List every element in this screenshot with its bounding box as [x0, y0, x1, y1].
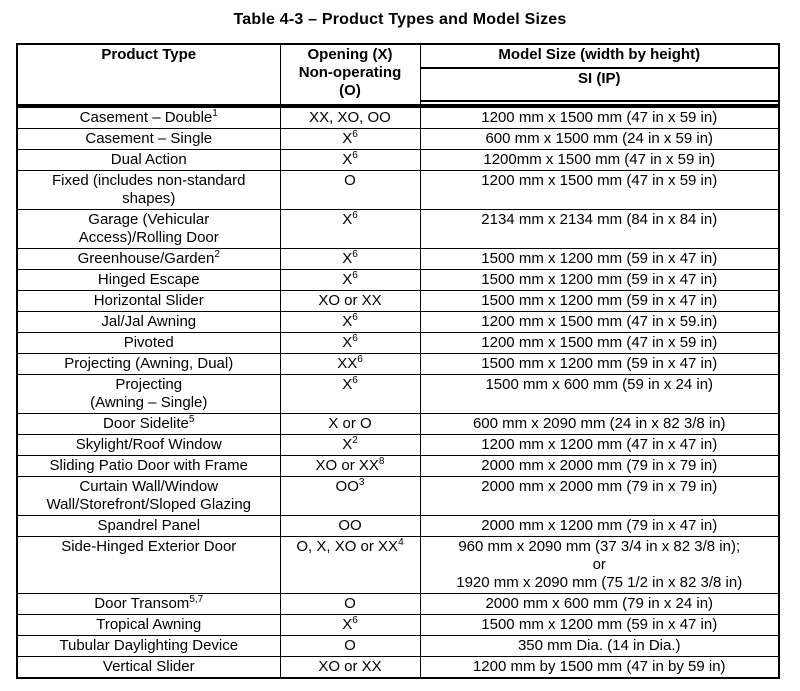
product-type-cell: Projecting (Awning – Single)	[16, 374, 281, 414]
model-size-cell-value: 2000 mm x 600 mm (79 in x 24 in)	[419, 593, 780, 615]
model-size-cell-value: 1200 mm by 1500 mm (47 in by 59 in)	[419, 656, 780, 679]
header-row-secondary: SI (IP)	[17, 67, 780, 107]
opening-cell: O, X, XO or XX4	[279, 536, 421, 594]
opening-cell: X6	[279, 209, 421, 249]
product-type-cell: Side-Hinged Exterior Door	[16, 536, 281, 594]
table-title: Table 4-3 – Product Types and Model Size…	[233, 11, 567, 28]
table-row: Vertical Slider XO or XX 1200 mm by 1500 m…	[16, 656, 780, 679]
opening-cell: X6	[279, 128, 421, 150]
table-row: Projecting (Awning, Dual) XX6 1500 mm x 12…	[16, 353, 780, 375]
table-row: Jal/Jal Awning X6 1200 mm x 1500 mm (47 in…	[16, 311, 780, 333]
header-model-size: Model Size (width by height)	[419, 43, 780, 69]
opening-cell: O	[279, 593, 421, 615]
product-type-cell: Spandrel Panel	[16, 515, 281, 537]
opening-cell: X6	[279, 374, 421, 414]
opening-cell: XO or XX8	[279, 455, 421, 477]
table-row: Hinged Escape X6 1500 mm x 1200 mm (59 in …	[16, 269, 780, 291]
product-type-cell: Jal/Jal Awning	[16, 311, 281, 333]
model-size-cell-value: 1200 mm x 1500 mm (47 in x 59.in)	[419, 311, 780, 333]
table-header: Product Type Opening (X) Non-operating (…	[16, 43, 780, 107]
product-types-model-sizes-table: Product Type Opening (X) Non-operating (…	[16, 43, 780, 679]
opening-cell: X6	[279, 311, 421, 333]
table-row: Pivoted X6 1200 mm x 1500 mm (47 in x 59 i…	[16, 332, 780, 354]
model-size-cell-value: 1500 mm x 1200 mm (59 in x 47 in)	[419, 353, 780, 375]
table-row: Casement – Double1 XX, XO, OO 1200 mm x 15…	[16, 105, 780, 129]
model-size-cell-value: 350 mm Dia. (14 in Dia.)	[419, 635, 780, 657]
opening-cell: XX, XO, OO	[279, 105, 421, 129]
header-row-primary: Product Type Opening (X) Non-operating (…	[16, 43, 780, 107]
model-size-cell-value: 600 mm x 2090 mm (24 in x 82 3/8 in)	[419, 413, 780, 435]
opening-cell: XX6	[279, 353, 421, 375]
table-row: Side-Hinged Exterior Door O, X, XO or XX4…	[16, 536, 780, 594]
table-row: Tubular Daylighting Device O 350 mm Dia. (…	[16, 635, 780, 657]
product-type-cell: Sliding Patio Door with Frame	[16, 455, 281, 477]
opening-cell: O	[279, 170, 421, 210]
model-size-cell-value: 1200 mm x 1500 mm (47 in x 59 in)	[419, 170, 780, 210]
model-size-cell-value: 1200 mm x 1200 mm (47 in x 47 in)	[419, 434, 780, 456]
opening-cell: X2	[279, 434, 421, 456]
model-size-cell-value: 600 mm x 1500 mm (24 in x 59 in)	[419, 128, 780, 150]
model-size-cell-value: 1200mm x 1500 mm (47 in x 59 in)	[419, 149, 780, 171]
product-type-cell: Greenhouse/Garden2	[16, 248, 281, 270]
opening-cell: O	[279, 635, 421, 657]
product-type-cell: Horizontal Slider	[16, 290, 281, 312]
table-row: Spandrel Panel OO 2000 mm x 1200 mm (79 in…	[16, 515, 780, 537]
opening-cell: XO or XX	[279, 290, 421, 312]
model-size-cell-value: 1500 mm x 1200 mm (59 in x 47 in)	[419, 269, 780, 291]
table-row: Tropical Awning X6 1500 mm x 1200 mm (59 i…	[16, 614, 780, 636]
product-type-cell: Casement – Single	[16, 128, 281, 150]
table-row: Garage (Vehicular Access)/Rolling Door X6…	[16, 209, 780, 249]
opening-cell: X6	[279, 332, 421, 354]
opening-cell: X6	[279, 614, 421, 636]
model-size-cell-value: 2000 mm x 1200 mm (79 in x 47 in)	[419, 515, 780, 537]
product-type-cell: Curtain Wall/Window Wall/Storefront/Slop…	[16, 476, 281, 516]
table-row: Door Transom5,7 O 2000 mm x 600 mm (79 in …	[16, 593, 780, 615]
table-row: Skylight/Roof Window X2 1200 mm x 1200 mm …	[16, 434, 780, 456]
opening-cell: OO3	[279, 476, 421, 516]
product-type-cell: Casement – Double1	[16, 105, 281, 129]
product-type-cell: Vertical Slider	[16, 656, 281, 679]
product-type-cell: Pivoted	[16, 332, 281, 354]
opening-cell: X or O	[279, 413, 421, 435]
model-size-cell-value: 2134 mm x 2134 mm (84 in x 84 in)	[419, 209, 780, 249]
table-row: Curtain Wall/Window Wall/Storefront/Slop…	[16, 476, 780, 516]
product-type-cell: Door Transom5,7	[16, 593, 281, 615]
table-row: Casement – Single X6 600 mm x 1500 mm (24 …	[16, 128, 780, 150]
table-body: Casement – Double1 XX, XO, OO 1200 mm x 15…	[16, 105, 780, 679]
opening-cell: X6	[279, 269, 421, 291]
model-size-cell-value: 2000 mm x 2000 mm (79 in x 79 in)	[419, 476, 780, 516]
table-row: Dual Action X6 1200mm x 1500 mm (47 in x 5…	[16, 149, 780, 171]
opening-cell: XO or XX	[279, 656, 421, 679]
opening-cell: X6	[279, 248, 421, 270]
product-type-cell: Door Sidelite5	[16, 413, 281, 435]
header-product-type: Product Type	[16, 43, 281, 107]
model-size-cell-value: 2000 mm x 2000 mm (79 in x 79 in)	[419, 455, 780, 477]
table-row: Sliding Patio Door with Frame XO or XX8 20…	[16, 455, 780, 477]
model-size-cell-value: 1500 mm x 1200 mm (59 in x 47 in)	[419, 614, 780, 636]
table-row: Fixed (includes non-standard shapes) O 120…	[16, 170, 780, 210]
product-type-cell: Tropical Awning	[16, 614, 281, 636]
model-size-cell-value: 1500 mm x 1200 mm (59 in x 47 in)	[419, 290, 780, 312]
model-size-cell-value: 1200 mm x 1500 mm (47 in x 59 in)	[419, 332, 780, 354]
table-row: Door Sidelite5 X or O 600 mm x 2090 mm (24…	[16, 413, 780, 435]
product-type-cell: Hinged Escape	[16, 269, 281, 291]
product-type-cell: Projecting (Awning, Dual)	[16, 353, 281, 375]
header-si-ip: SI (IP)	[419, 67, 780, 107]
product-type-cell: Dual Action	[16, 149, 281, 171]
product-type-cell: Fixed (includes non-standard shapes)	[16, 170, 281, 210]
opening-cell: X6	[279, 149, 421, 171]
model-size-cell-value: 1500 mm x 600 mm (59 in x 24 in)	[419, 374, 780, 414]
model-size-cell-value: 1200 mm x 1500 mm (47 in x 59 in)	[419, 105, 780, 129]
header-opening-nonoperating: Opening (X) Non-operating (O)	[279, 43, 421, 107]
table-row: Horizontal Slider XO or XX 1500 mm x 1200 …	[16, 290, 780, 312]
product-type-cell: Skylight/Roof Window	[16, 434, 281, 456]
table-row: Projecting (Awning – Single) X6 1500 mm x …	[16, 374, 780, 414]
model-size-cell-value: 1500 mm x 1200 mm (59 in x 47 in)	[419, 248, 780, 270]
product-type-cell: Garage (Vehicular Access)/Rolling Door	[16, 209, 281, 249]
opening-cell: OO	[279, 515, 421, 537]
product-type-cell: Tubular Daylighting Device	[16, 635, 281, 657]
model-size-cell-value: 960 mm x 2090 mm (37 3/4 in x 82 3/8 in)…	[419, 536, 780, 594]
table-row: Greenhouse/Garden2 X6 1500 mm x 1200 mm (5…	[16, 248, 780, 270]
